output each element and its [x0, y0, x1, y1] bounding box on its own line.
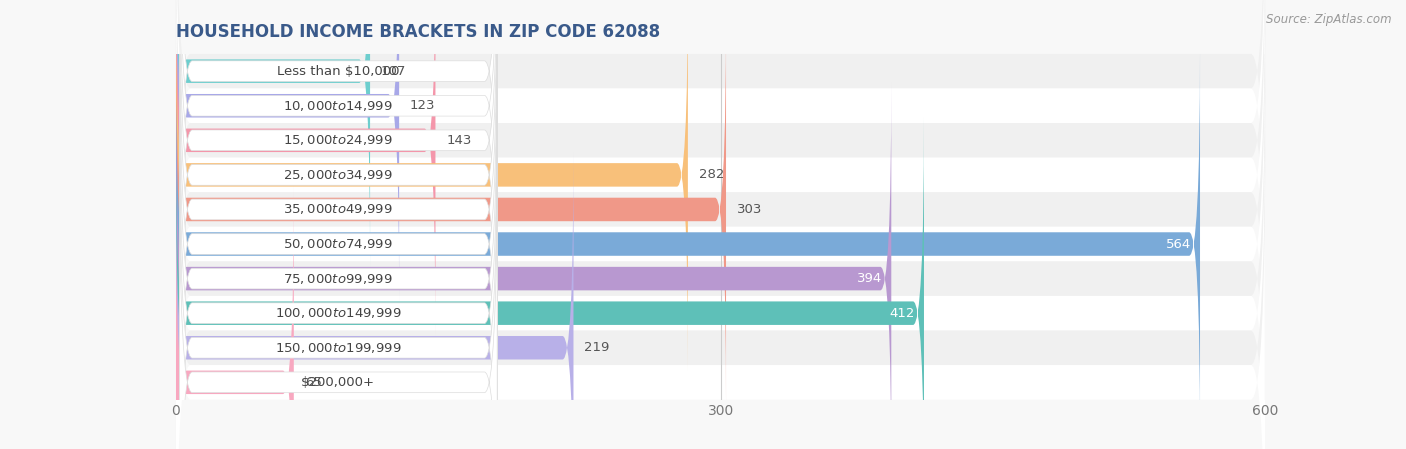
FancyBboxPatch shape — [180, 0, 498, 372]
Text: Source: ZipAtlas.com: Source: ZipAtlas.com — [1267, 13, 1392, 26]
Text: $75,000 to $99,999: $75,000 to $99,999 — [284, 272, 394, 286]
FancyBboxPatch shape — [180, 47, 498, 449]
FancyBboxPatch shape — [180, 0, 498, 337]
FancyBboxPatch shape — [176, 118, 924, 449]
FancyBboxPatch shape — [176, 0, 370, 267]
Text: 412: 412 — [890, 307, 915, 320]
FancyBboxPatch shape — [176, 48, 1201, 440]
Text: 394: 394 — [856, 272, 882, 285]
FancyBboxPatch shape — [176, 187, 294, 449]
Text: $15,000 to $24,999: $15,000 to $24,999 — [284, 133, 394, 147]
Text: 65: 65 — [305, 376, 322, 389]
FancyBboxPatch shape — [180, 0, 498, 441]
Text: 219: 219 — [585, 341, 610, 354]
FancyBboxPatch shape — [180, 13, 498, 449]
FancyBboxPatch shape — [176, 0, 399, 301]
FancyBboxPatch shape — [176, 152, 574, 449]
Text: $25,000 to $34,999: $25,000 to $34,999 — [284, 168, 394, 182]
FancyBboxPatch shape — [180, 82, 498, 449]
FancyBboxPatch shape — [176, 0, 436, 336]
FancyBboxPatch shape — [180, 151, 498, 449]
Text: HOUSEHOLD INCOME BRACKETS IN ZIP CODE 62088: HOUSEHOLD INCOME BRACKETS IN ZIP CODE 62… — [176, 23, 659, 41]
FancyBboxPatch shape — [176, 0, 1265, 400]
FancyBboxPatch shape — [176, 0, 1265, 330]
FancyBboxPatch shape — [176, 0, 1265, 365]
FancyBboxPatch shape — [180, 0, 498, 406]
Text: 564: 564 — [1166, 238, 1191, 251]
FancyBboxPatch shape — [176, 54, 1265, 449]
Text: $35,000 to $49,999: $35,000 to $49,999 — [284, 202, 394, 216]
FancyBboxPatch shape — [180, 116, 498, 449]
FancyBboxPatch shape — [176, 0, 1265, 434]
Text: $200,000+: $200,000+ — [301, 376, 375, 389]
FancyBboxPatch shape — [176, 83, 891, 449]
Text: 282: 282 — [699, 168, 724, 181]
Text: $100,000 to $149,999: $100,000 to $149,999 — [276, 306, 402, 320]
Text: $10,000 to $14,999: $10,000 to $14,999 — [284, 99, 394, 113]
FancyBboxPatch shape — [176, 0, 1265, 449]
Text: $150,000 to $199,999: $150,000 to $199,999 — [276, 341, 402, 355]
Text: 123: 123 — [411, 99, 436, 112]
FancyBboxPatch shape — [180, 0, 498, 303]
Text: 303: 303 — [737, 203, 762, 216]
FancyBboxPatch shape — [176, 88, 1265, 449]
FancyBboxPatch shape — [176, 14, 725, 405]
FancyBboxPatch shape — [176, 123, 1265, 449]
FancyBboxPatch shape — [176, 0, 688, 370]
FancyBboxPatch shape — [176, 0, 1265, 449]
Text: Less than $10,000: Less than $10,000 — [277, 65, 399, 78]
Text: 107: 107 — [381, 65, 406, 78]
Text: $50,000 to $74,999: $50,000 to $74,999 — [284, 237, 394, 251]
Text: 143: 143 — [446, 134, 472, 147]
FancyBboxPatch shape — [176, 19, 1265, 449]
